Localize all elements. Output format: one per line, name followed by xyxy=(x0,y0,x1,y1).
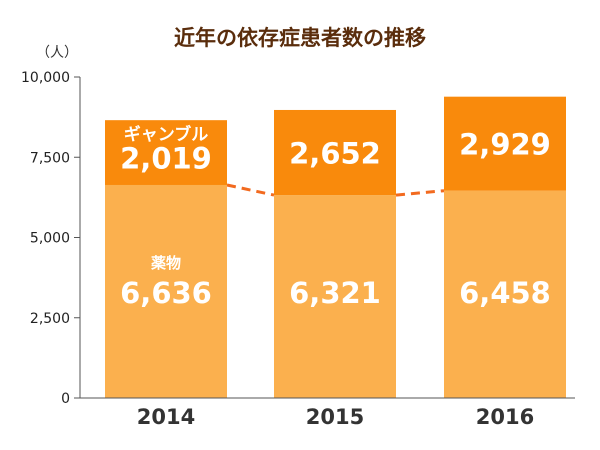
connector-line-2015-2016 xyxy=(395,189,445,197)
value-label-top-2015: 2,652 xyxy=(289,137,381,171)
chart-title: 近年の依存症患者数の推移 xyxy=(174,26,426,50)
bar-ギャンブル-2014 xyxy=(105,120,227,185)
value-label-bottom-2016: 6,458 xyxy=(459,276,551,310)
y-axis-unit-label: （人） xyxy=(36,45,78,61)
bar-ギャンブル-2016 xyxy=(444,96,566,191)
bar-薬物-2016 xyxy=(444,190,566,398)
bar-ギャンブル-2015 xyxy=(274,109,396,196)
connector-line-2014-2015 xyxy=(226,183,275,197)
value-label-bottom-2015: 6,321 xyxy=(289,276,381,310)
bar-薬物-2015 xyxy=(274,195,396,398)
x-tick-label-2014: 2014 xyxy=(137,405,195,429)
x-tick-label-2015: 2015 xyxy=(306,405,364,429)
value-label-top-2014: 2,019 xyxy=(120,142,212,176)
series-annotation-gamble: ギャンブル xyxy=(124,124,209,145)
bars-group xyxy=(105,96,566,398)
connector-lines xyxy=(226,183,445,197)
value-label-bottom-2014: 6,636 xyxy=(120,276,212,310)
y-tick-label: 10,000 xyxy=(21,70,70,86)
y-tick-label: 7,500 xyxy=(30,150,70,166)
x-tick-label-2016: 2016 xyxy=(476,405,534,429)
value-label-top-2016: 2,929 xyxy=(459,128,551,162)
bar-薬物-2014 xyxy=(105,184,227,398)
axes-group: 2014 2015 2016 0 2,500 5,000 7,500 10,000 xyxy=(21,70,575,429)
y-tick-label: 5,000 xyxy=(30,231,70,247)
y-tick-label: 0 xyxy=(61,391,70,407)
y-tick-label: 2,500 xyxy=(30,311,70,327)
series-annotation-drug: 薬物 xyxy=(150,254,181,272)
